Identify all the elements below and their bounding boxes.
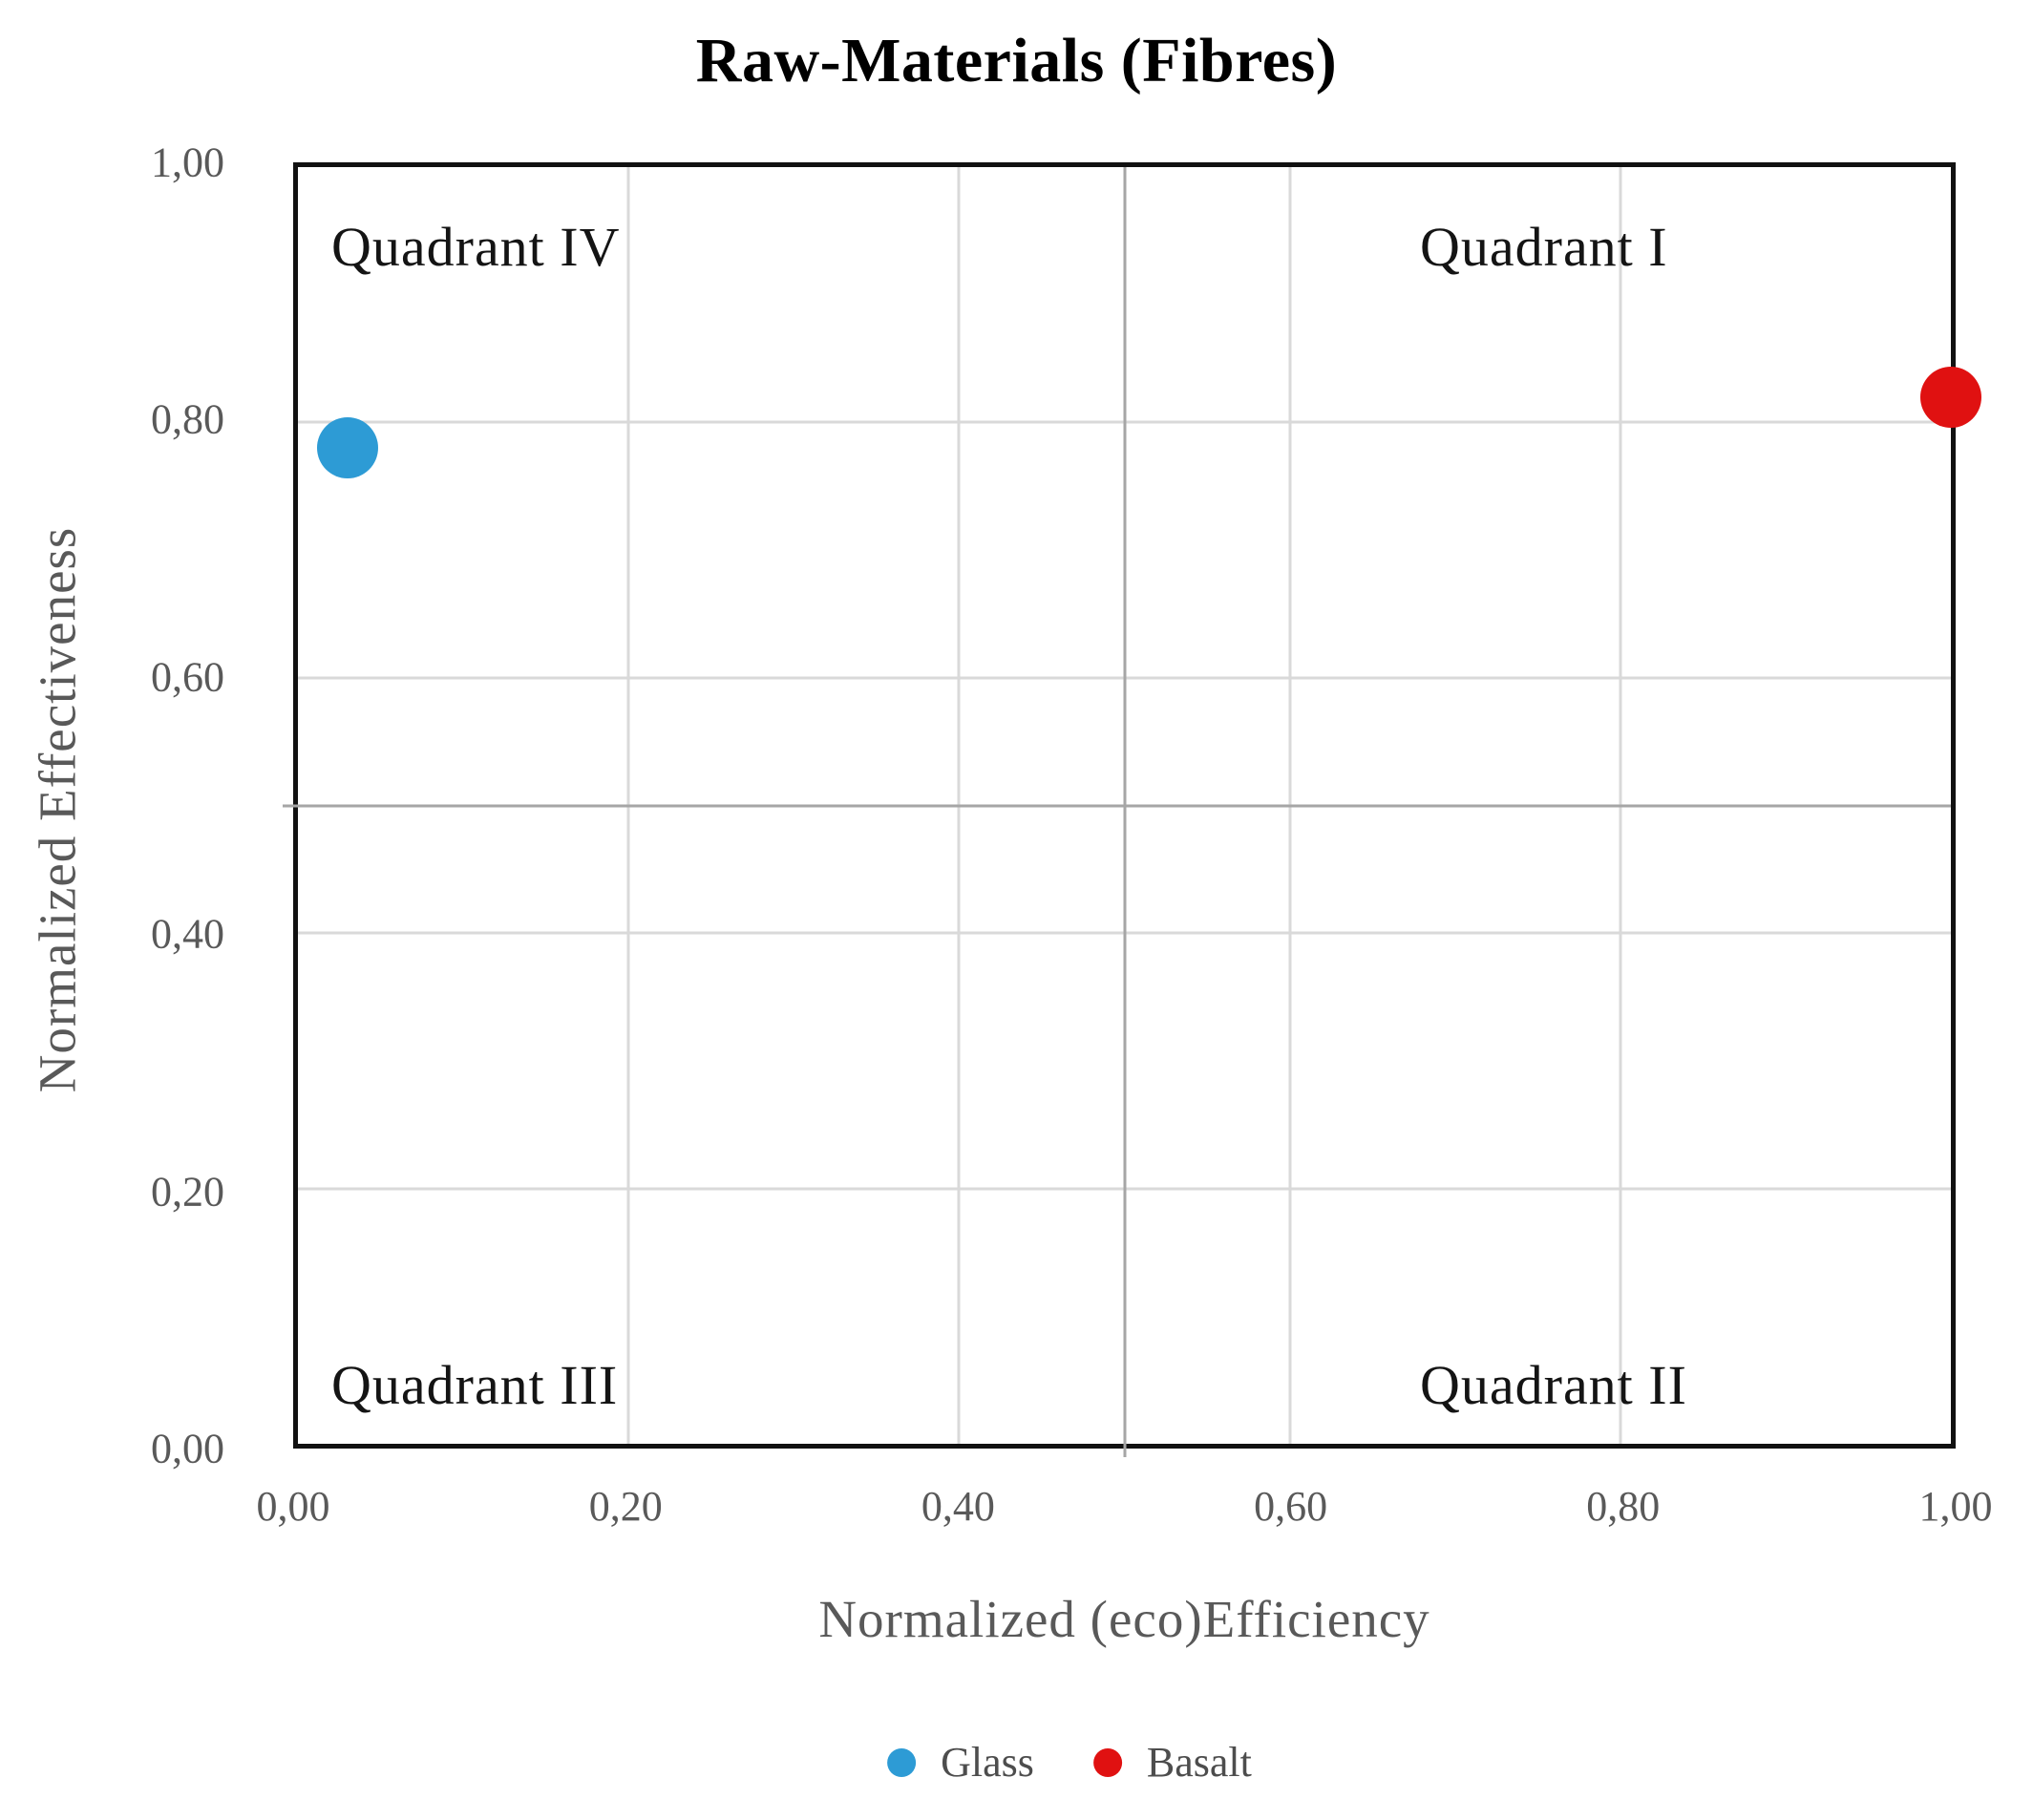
y-axis-tick-labels: 1,00 0,80 0,60 0,40 0,20 0,00 xyxy=(115,139,224,1472)
data-point-glass xyxy=(316,417,378,479)
y-axis-title: Normalized Effectiveness xyxy=(28,526,87,1093)
quadrant-label-iv: Quadrant IV xyxy=(331,216,621,278)
plot-area: Quadrant IV Quadrant I Quadrant III Quad… xyxy=(283,162,1981,1457)
y-tick-label: 0,60 xyxy=(151,653,224,701)
legend-item-glass: Glass xyxy=(887,1738,1034,1787)
quadrant-label-ii: Quadrant II xyxy=(1420,1354,1687,1416)
y-tick-label: 0,00 xyxy=(151,1425,224,1472)
x-tick-label: 0,80 xyxy=(1586,1483,1661,1530)
x-tick-label: 0,60 xyxy=(1254,1483,1328,1530)
y-tick-label: 1,00 xyxy=(151,138,224,186)
x-tick-label: 1,00 xyxy=(1918,1483,1993,1530)
quadrant-label-i: Quadrant I xyxy=(1420,216,1668,278)
x-axis-title: Normalized (eco)Efficiency xyxy=(818,1590,1430,1648)
glass-marker-icon xyxy=(887,1747,917,1777)
y-tick-label: 0,40 xyxy=(151,910,224,958)
basalt-marker-icon xyxy=(1092,1747,1122,1777)
legend-label-basalt: Basalt xyxy=(1146,1739,1252,1786)
x-axis-tick-labels: 0,00 0,20 0,40 0,60 0,80 1,00 xyxy=(257,1482,1993,1539)
legend-label-glass: Glass xyxy=(941,1739,1034,1786)
legend-item-basalt: Basalt xyxy=(1092,1738,1252,1787)
data-point-basalt xyxy=(1920,366,1981,428)
y-tick-label: 0,80 xyxy=(151,395,224,443)
x-tick-label: 0,00 xyxy=(256,1483,330,1530)
quadrant-label-iii: Quadrant III xyxy=(331,1354,619,1416)
x-tick-label: 0,40 xyxy=(921,1483,995,1530)
chart-title: Raw-Materials (Fibres) xyxy=(695,26,1338,95)
y-tick-label: 0,20 xyxy=(151,1168,224,1216)
quadrant-divider-vertical xyxy=(1123,167,1126,1457)
x-tick-label: 0,20 xyxy=(588,1483,663,1530)
quadrant-divider-horizontal xyxy=(283,804,1951,807)
legend: Glass Basalt xyxy=(887,1738,1252,1787)
